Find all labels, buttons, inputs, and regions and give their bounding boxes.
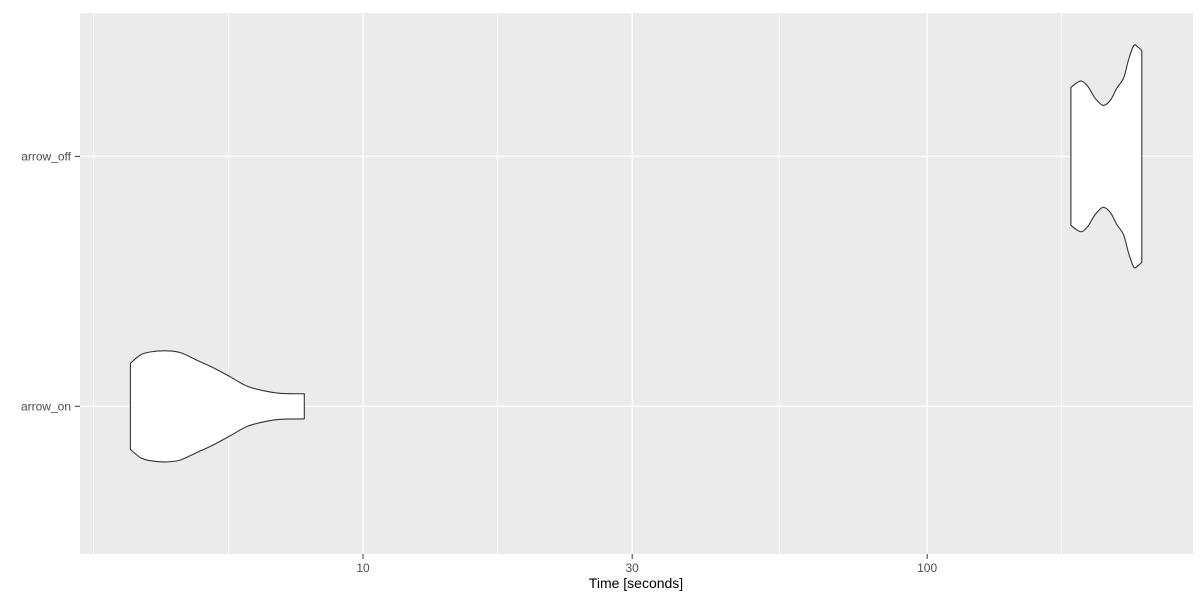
- axis-tick-marks: [75, 155, 928, 559]
- minor-gridlines: [93, 13, 1063, 554]
- plot-panel-background: [80, 13, 1193, 554]
- y-category-label: arrow_on: [21, 399, 71, 413]
- violin-arrow_on: [129, 350, 305, 463]
- x-tick-label: 10: [356, 561, 370, 575]
- axis-tick-labels: 10 30 100 arrow_off arrow_on: [21, 149, 937, 575]
- x-tick-label: 100: [917, 561, 937, 575]
- x-tick-label: 30: [625, 561, 639, 575]
- x-axis-title: Time [seconds]: [589, 575, 683, 591]
- violins-layer: [129, 44, 1143, 463]
- y-category-label: arrow_off: [21, 149, 71, 163]
- violin-arrow_off: [1070, 44, 1143, 269]
